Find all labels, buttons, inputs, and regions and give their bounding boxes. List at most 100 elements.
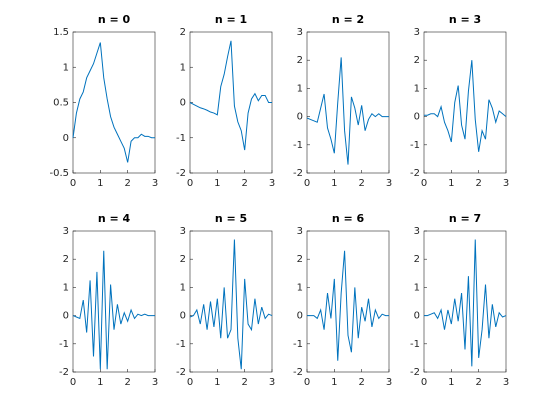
y-tick-label: -2 bbox=[410, 367, 420, 378]
x-tick-label: 1 bbox=[97, 377, 103, 388]
y-tick-label: 0 bbox=[414, 112, 420, 123]
x-tick-label: 3 bbox=[269, 377, 275, 388]
x-tick-label: 0 bbox=[421, 377, 427, 388]
y-tick-label: 2 bbox=[414, 55, 420, 66]
y-tick-label: 2 bbox=[63, 254, 69, 265]
subplot-title: n = 7 bbox=[449, 212, 481, 225]
x-tick-label: 3 bbox=[503, 377, 509, 388]
y-tick-label: 1 bbox=[414, 83, 420, 94]
x-tick-label: 3 bbox=[503, 178, 509, 189]
x-tick-label: 2 bbox=[124, 178, 130, 189]
x-tick-label: 0 bbox=[187, 377, 193, 388]
y-tick-label: 0.5 bbox=[53, 98, 69, 109]
x-tick-label: 3 bbox=[152, 377, 158, 388]
y-tick-label: 1 bbox=[180, 282, 186, 293]
axes-box bbox=[423, 31, 507, 174]
y-tick-label: -1 bbox=[176, 339, 186, 350]
x-tick-label: 2 bbox=[475, 377, 481, 388]
axes-box bbox=[72, 230, 156, 373]
y-tick-label: -2 bbox=[59, 367, 69, 378]
y-tick-label: -2 bbox=[293, 168, 303, 179]
subplot-title: n = 1 bbox=[215, 13, 247, 26]
y-tick-label: -1 bbox=[176, 133, 186, 144]
axes-box bbox=[423, 230, 507, 373]
y-tick-label: -1 bbox=[293, 140, 303, 151]
axes-box bbox=[306, 230, 390, 373]
subplot-title: n = 3 bbox=[449, 13, 481, 26]
y-tick-label: -2 bbox=[293, 367, 303, 378]
x-tick-label: 0 bbox=[421, 178, 427, 189]
subplot-title: n = 2 bbox=[332, 13, 364, 26]
y-tick-label: 1.5 bbox=[53, 27, 69, 38]
x-tick-label: 3 bbox=[386, 178, 392, 189]
x-tick-label: 2 bbox=[358, 377, 364, 388]
y-tick-label: 3 bbox=[63, 226, 69, 237]
y-tick-label: 2 bbox=[414, 254, 420, 265]
x-tick-label: 2 bbox=[475, 178, 481, 189]
y-tick-label: 3 bbox=[414, 226, 420, 237]
y-tick-label: 1 bbox=[63, 282, 69, 293]
line bbox=[189, 239, 273, 370]
x-tick-label: 1 bbox=[214, 178, 220, 189]
x-tick-label: 3 bbox=[386, 377, 392, 388]
x-tick-label: 0 bbox=[70, 178, 76, 189]
y-tick-label: 0 bbox=[414, 311, 420, 322]
y-tick-label: 2 bbox=[297, 55, 303, 66]
y-tick-label: 0 bbox=[63, 133, 69, 144]
line bbox=[72, 42, 155, 163]
subplot-title: n = 5 bbox=[215, 212, 247, 225]
y-tick-label: 0 bbox=[180, 311, 186, 322]
axes-box bbox=[306, 31, 390, 174]
y-tick-label: -2 bbox=[176, 168, 186, 179]
subplot-title: n = 0 bbox=[98, 13, 131, 26]
line bbox=[424, 239, 507, 367]
y-tick-label: 1 bbox=[297, 282, 303, 293]
x-tick-label: 2 bbox=[241, 178, 247, 189]
y-tick-label: 1 bbox=[63, 62, 69, 73]
y-tick-label: -0.5 bbox=[49, 168, 69, 179]
x-tick-label: 1 bbox=[214, 377, 220, 388]
x-tick-label: 0 bbox=[70, 377, 76, 388]
x-tick-label: 1 bbox=[331, 377, 337, 388]
line bbox=[306, 57, 389, 165]
y-tick-label: 3 bbox=[297, 226, 303, 237]
y-tick-label: 3 bbox=[414, 27, 420, 38]
y-tick-label: -2 bbox=[410, 168, 420, 179]
y-tick-label: 0 bbox=[297, 112, 303, 123]
x-tick-label: 3 bbox=[269, 178, 275, 189]
y-tick-label: 0 bbox=[297, 311, 303, 322]
y-tick-label: 2 bbox=[180, 254, 186, 265]
subplot-title: n = 4 bbox=[98, 212, 131, 225]
y-tick-label: 0 bbox=[180, 98, 186, 109]
x-tick-label: 1 bbox=[97, 178, 103, 189]
x-tick-label: 1 bbox=[448, 377, 454, 388]
y-tick-label: 2 bbox=[180, 27, 186, 38]
axes-box bbox=[189, 230, 273, 373]
line bbox=[307, 250, 389, 361]
y-tick-label: 0 bbox=[63, 311, 69, 322]
y-tick-label: 1 bbox=[297, 83, 303, 94]
x-tick-label: 2 bbox=[124, 377, 130, 388]
subplot-title: n = 6 bbox=[332, 212, 365, 225]
y-tick-label: 1 bbox=[180, 62, 186, 73]
x-tick-label: 2 bbox=[241, 377, 247, 388]
axes-box bbox=[189, 31, 273, 174]
x-tick-label: 0 bbox=[187, 178, 193, 189]
y-tick-label: -1 bbox=[410, 339, 420, 350]
x-tick-label: 1 bbox=[331, 178, 337, 189]
y-tick-label: -1 bbox=[410, 140, 420, 151]
line bbox=[424, 60, 507, 152]
y-tick-label: -1 bbox=[59, 339, 69, 350]
line bbox=[72, 250, 155, 370]
line bbox=[189, 40, 272, 151]
x-tick-label: 1 bbox=[448, 178, 454, 189]
y-tick-label: 3 bbox=[297, 27, 303, 38]
y-tick-label: -1 bbox=[293, 339, 303, 350]
x-tick-label: 0 bbox=[304, 377, 310, 388]
axes-box bbox=[72, 31, 156, 174]
y-tick-label: 3 bbox=[180, 226, 186, 237]
x-tick-label: 3 bbox=[152, 178, 158, 189]
x-tick-label: 2 bbox=[358, 178, 364, 189]
y-tick-label: 2 bbox=[297, 254, 303, 265]
